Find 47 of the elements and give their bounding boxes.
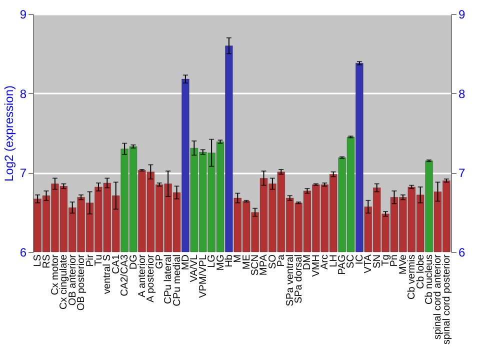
x-tick-label: LH	[328, 254, 340, 268]
x-tick-label: Tu	[93, 254, 104, 266]
x-tick-label: OB posterior	[76, 254, 88, 311]
x-tick-label: RS	[41, 254, 52, 268]
y-axis-title: Log2 (expression)	[2, 85, 16, 182]
x-tick-label: VPM/VPL	[198, 254, 209, 298]
x-tick-label: Cx motor	[50, 254, 61, 296]
x-tick-label: Pn	[389, 254, 400, 267]
x-tick-label: Pa	[276, 254, 288, 267]
x-tick-label: Arc	[320, 254, 331, 270]
y-tick-label: 6	[20, 246, 27, 260]
x-tick-label: OB anterior	[67, 254, 78, 306]
x-tick-label: MPA	[258, 254, 270, 276]
x-tick-label: Hb	[224, 254, 235, 268]
y2-tick-label: 8	[458, 86, 466, 101]
x-tick-label: Tg	[380, 254, 392, 266]
y2-tick-label: 7	[458, 166, 466, 180]
x-tick-label: ventral S	[102, 254, 114, 294]
x-tick-label: ME	[241, 254, 252, 270]
x-tick-label: GP	[154, 254, 166, 269]
x-tick-label: SO	[267, 254, 278, 269]
x-tick-label: SN	[372, 254, 383, 268]
x-tick-label: LG	[206, 254, 218, 268]
y-tick-label: 7	[20, 166, 27, 180]
x-tick-label: Pir	[84, 254, 96, 267]
x-tick-label: Cx cingulate	[58, 254, 70, 310]
x-tick-label: spinal cord anterior	[432, 254, 444, 340]
x-tick-label: SC	[346, 254, 357, 268]
x-tick-label: CA1	[110, 254, 122, 274]
x-tick-label: CA2/CA3	[120, 254, 131, 296]
x-tick-label: MVe	[398, 254, 409, 275]
x-tick-label: spinal cord posterior	[441, 254, 452, 345]
x-tick-label: A posterior	[146, 254, 157, 302]
y2-tick-label: 9	[458, 8, 466, 22]
y-tick-label: 8	[20, 86, 27, 101]
x-tick-label: DG	[128, 254, 140, 270]
x-tick-label: IC	[354, 254, 366, 264]
x-tick-label: LS	[32, 254, 44, 267]
x-tick-label: CPu medial	[172, 254, 183, 306]
x-tick-label: VTA	[363, 254, 374, 274]
x-tick-label: A anterior	[136, 254, 148, 298]
x-tick-label: VMH	[310, 254, 322, 277]
x-tick-label: Cb lobe	[415, 254, 426, 289]
x-tick-label: DM	[302, 254, 314, 270]
y2-tick-label: 6	[458, 246, 466, 260]
x-tick-label: M	[232, 254, 244, 263]
y-tick-label: 9	[20, 8, 27, 22]
